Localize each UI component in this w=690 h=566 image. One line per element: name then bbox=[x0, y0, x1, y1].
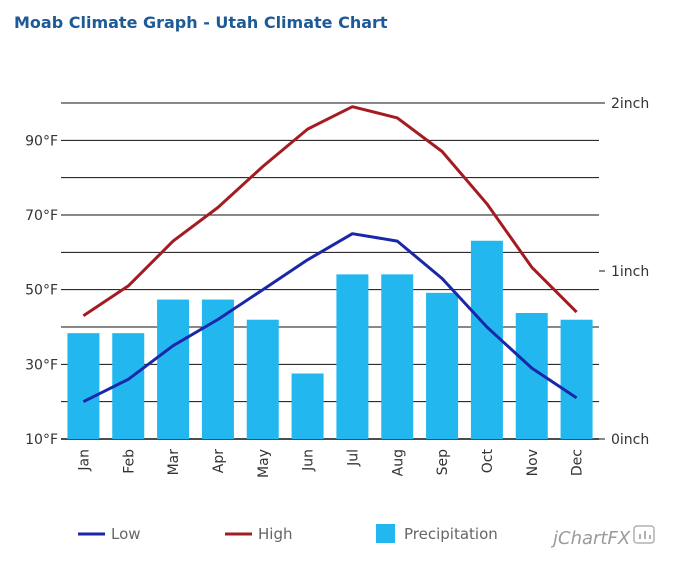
legend-precipitation-label: Precipitation bbox=[404, 525, 498, 543]
right-axis-tick-label: 0inch bbox=[611, 432, 649, 448]
precipitation-bar bbox=[291, 373, 324, 439]
temperature-lines bbox=[82, 105, 578, 404]
precipitation-bar bbox=[470, 240, 503, 439]
x-axis-tick-label: Sep bbox=[435, 449, 451, 476]
x-axis-tick-label: Jun bbox=[301, 449, 317, 472]
chart-title: Moab Climate Graph - Utah Climate Chart bbox=[14, 13, 388, 32]
left-axis-tick-label: 10°F bbox=[25, 432, 58, 448]
brand-logo: jChartFX bbox=[550, 528, 631, 549]
left-axis-ticks: 10°F 30°F 50°F 70°F 90°F bbox=[25, 133, 58, 448]
series-line-high bbox=[82, 105, 578, 318]
x-axis-tick-label: Aug bbox=[390, 449, 406, 476]
precipitation-bar bbox=[246, 319, 279, 439]
x-axis-tick-label: Feb bbox=[121, 449, 137, 474]
precipitation-bar bbox=[336, 274, 369, 439]
left-axis-tick-label: 90°F bbox=[25, 133, 58, 149]
legend-precipitation-swatch bbox=[376, 524, 395, 543]
precipitation-bar bbox=[157, 299, 190, 439]
precipitation-bar bbox=[381, 274, 414, 439]
legend-low-label: Low bbox=[111, 525, 141, 543]
right-axis-ticks: 0inch 1inch 2inch bbox=[611, 96, 649, 448]
precipitation-bar bbox=[201, 299, 234, 439]
left-axis-tick-label: 50°F bbox=[25, 283, 58, 299]
legend-high-label: High bbox=[258, 525, 292, 543]
x-axis-tick-label: Oct bbox=[480, 449, 496, 474]
legend: Low High Precipitation bbox=[78, 524, 498, 543]
precipitation-bar bbox=[426, 292, 459, 439]
series-line-low bbox=[82, 232, 578, 404]
x-axis-tick-label: Jul bbox=[345, 449, 361, 467]
precipitation-bars bbox=[67, 240, 593, 439]
x-axis-tick-label: Dec bbox=[570, 449, 586, 476]
x-axis-ticks: Jan Feb Mar Apr May Jun Jul Aug Sep Oct Nov Dec bbox=[76, 449, 585, 478]
left-axis-tick-label: 70°F bbox=[25, 208, 58, 224]
precipitation-bar bbox=[560, 319, 593, 439]
x-axis-tick-label: Nov bbox=[525, 449, 541, 476]
x-axis-tick-label: Jan bbox=[76, 449, 92, 472]
x-axis-tick-label: Mar bbox=[166, 449, 182, 476]
right-axis-tick-label: 1inch bbox=[611, 264, 649, 280]
jchartfx-logo: jChartFX bbox=[550, 525, 655, 549]
brand-chart-icon bbox=[633, 525, 655, 544]
x-axis-tick-label: Apr bbox=[211, 449, 227, 473]
left-axis-tick-label: 30°F bbox=[25, 357, 58, 373]
right-axis-tick-label: 2inch bbox=[611, 96, 649, 112]
grid-lines bbox=[61, 102, 605, 440]
precipitation-bar bbox=[67, 333, 100, 439]
x-axis-tick-label: May bbox=[256, 449, 272, 478]
